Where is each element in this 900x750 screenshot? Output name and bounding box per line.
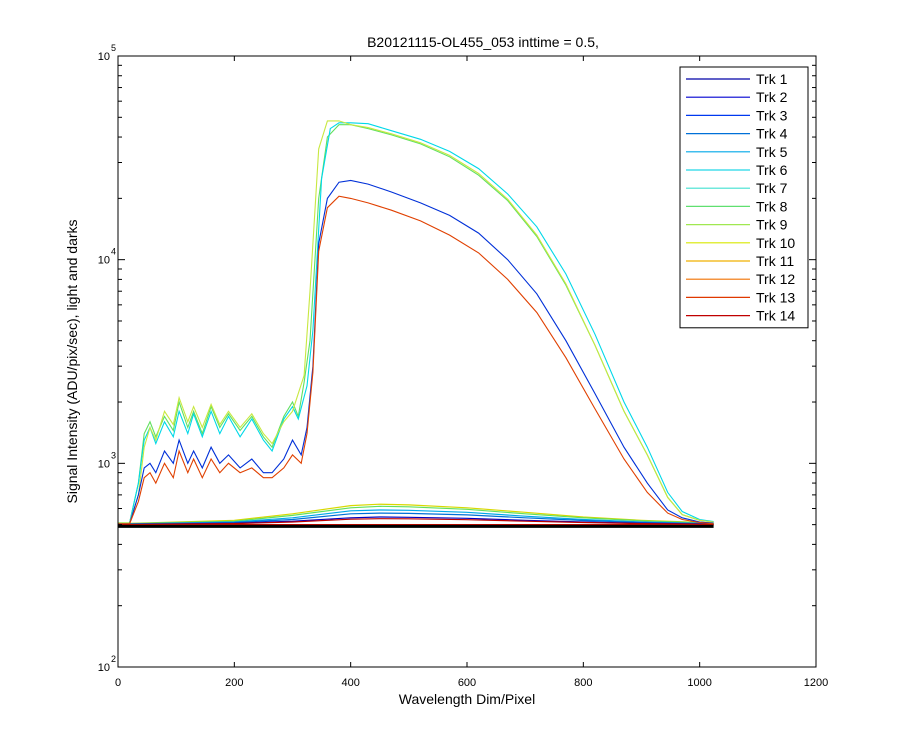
legend-label-trk-8: Trk 8 — [756, 198, 788, 214]
x-axis: 0 200 400 600 800 1000 1200 — [115, 56, 828, 689]
light-curve-5 — [118, 195, 714, 525]
y-tick-exponent: 2 — [111, 654, 116, 664]
x-tick-label: 800 — [574, 677, 592, 689]
light-curve-2 — [118, 122, 714, 524]
legend-label-trk-7: Trk 7 — [756, 180, 788, 196]
dark-curve-1 — [118, 503, 714, 525]
y-tick-exponent: 4 — [111, 247, 116, 257]
y-tick-label: 10 — [98, 51, 110, 63]
legend-label-trk-14: Trk 14 — [756, 308, 795, 324]
legend-label-trk-3: Trk 3 — [756, 107, 788, 123]
legend-label-trk-12: Trk 12 — [756, 271, 795, 287]
legend-label-trk-2: Trk 2 — [756, 89, 788, 105]
legend-label-trk-10: Trk 10 — [756, 235, 795, 251]
legend-label-trk-5: Trk 5 — [756, 144, 788, 160]
legend-label-trk-1: Trk 1 — [756, 71, 788, 87]
y-tick-exponent: 5 — [111, 43, 116, 53]
legend-label-trk-4: Trk 4 — [756, 126, 788, 142]
y-tick-label: 10 — [98, 662, 110, 674]
x-tick-label: 1200 — [804, 677, 828, 689]
x-tick-label: 1000 — [687, 677, 711, 689]
light-curve-3 — [118, 120, 714, 524]
legend-label-trk-9: Trk 9 — [756, 217, 788, 233]
x-axis-label: Wavelength Dim/Pixel — [399, 691, 535, 707]
x-tick-label: 400 — [341, 677, 359, 689]
y-axis-label: Signal Intensity (ADU/pix/sec), light an… — [64, 219, 80, 503]
plot-area — [118, 120, 714, 528]
legend[interactable]: Trk 1 Trk 2 Trk 3 Trk 4 Trk 5 Trk 6 Trk 7 Trk 8… — [679, 66, 809, 329]
x-tick-label: 0 — [115, 677, 121, 689]
legend-box — [679, 66, 809, 329]
x-tick-label: 200 — [225, 677, 243, 689]
y-tick-exponent: 3 — [111, 450, 116, 460]
chart-title: B20121115-OL455_053 inttime = 0.5, — [367, 34, 599, 50]
legend-label-trk-11: Trk 11 — [756, 253, 794, 269]
y-tick-label: 10 — [98, 255, 110, 267]
dark-curve-3 — [118, 509, 714, 525]
y-tick-label: 10 — [98, 458, 110, 470]
dark-curve-2 — [118, 505, 714, 525]
light-curve-4 — [118, 179, 714, 525]
dark-curve-6 — [118, 518, 714, 526]
x-tick-label: 600 — [458, 677, 476, 689]
dark-curve-4 — [118, 512, 714, 525]
legend-label-trk-6: Trk 6 — [756, 162, 788, 178]
legend-label-trk-13: Trk 13 — [756, 289, 795, 305]
